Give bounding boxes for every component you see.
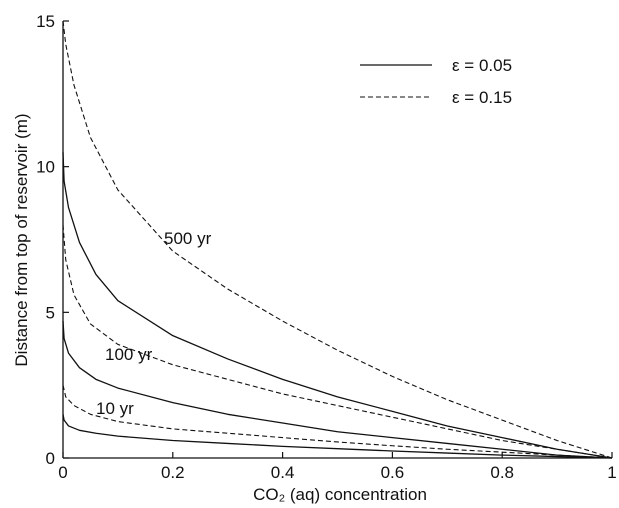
y-tick-label: 0: [46, 449, 55, 468]
curve-label-100yr: 100 yr: [105, 345, 153, 364]
x-tick-label: 0.8: [490, 463, 514, 482]
x-tick-label: 1: [607, 463, 616, 482]
y-tick-label: 15: [36, 12, 55, 31]
legend: ε = 0.05 ε = 0.15: [360, 56, 512, 107]
series-line-500yr-solid: [62, 152, 613, 459]
series-line-10yr-dashed: [62, 385, 613, 459]
y-tick-label: 10: [36, 158, 55, 177]
x-tick-label: 0.2: [161, 463, 185, 482]
legend-label-eps-015: ε = 0.15: [452, 88, 512, 107]
series-line-10yr-solid: [62, 414, 613, 459]
y-tick-label: 5: [46, 303, 55, 322]
series-line-100yr-solid: [62, 321, 613, 459]
series-line-500yr-dashed: [62, 20, 613, 459]
series-layer: [62, 20, 613, 459]
legend-label-eps-005: ε = 0.05: [452, 56, 512, 75]
series-line-100yr-dashed: [62, 224, 613, 459]
y-axis-title: Distance from top of reservoir (m): [12, 113, 31, 366]
axes: [62, 21, 612, 459]
curve-label-500yr: 500 yr: [164, 229, 212, 248]
curve-label-10yr: 10 yr: [96, 399, 134, 418]
x-tick-label: 0.4: [271, 463, 295, 482]
x-axis-title: CO₂ (aq) concentration: [253, 485, 427, 504]
x-tick-label: 0.6: [381, 463, 405, 482]
x-tick-label: 0: [58, 463, 67, 482]
